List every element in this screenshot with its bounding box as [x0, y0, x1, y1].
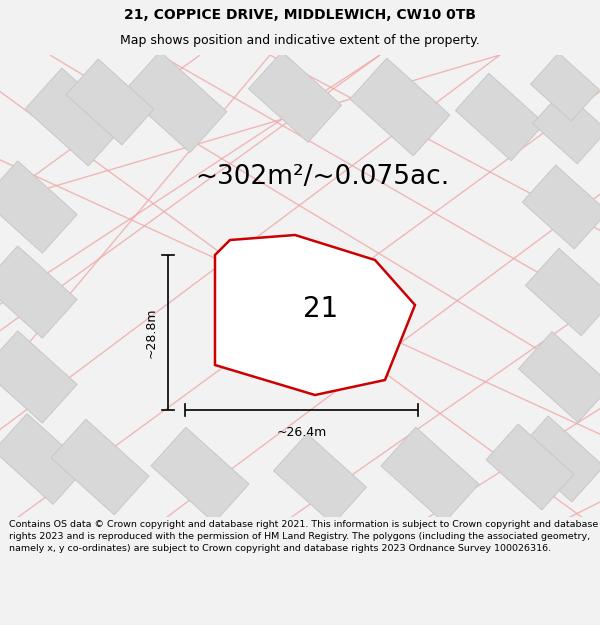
Polygon shape	[516, 416, 600, 502]
Polygon shape	[248, 52, 341, 142]
Text: 21, COPPICE DRIVE, MIDDLEWICH, CW10 0TB: 21, COPPICE DRIVE, MIDDLEWICH, CW10 0TB	[124, 8, 476, 22]
Polygon shape	[25, 68, 125, 166]
Polygon shape	[66, 59, 154, 145]
Polygon shape	[530, 53, 599, 121]
Polygon shape	[0, 331, 77, 423]
Polygon shape	[522, 165, 600, 249]
Polygon shape	[51, 419, 149, 515]
Polygon shape	[0, 414, 86, 504]
Text: ~26.4m: ~26.4m	[277, 426, 326, 439]
Text: Map shows position and indicative extent of the property.: Map shows position and indicative extent…	[120, 34, 480, 47]
Polygon shape	[0, 246, 77, 338]
Polygon shape	[274, 434, 367, 524]
Polygon shape	[526, 248, 600, 336]
Polygon shape	[350, 58, 450, 156]
Polygon shape	[518, 332, 600, 422]
Polygon shape	[215, 235, 415, 395]
Text: 21: 21	[303, 296, 338, 323]
Polygon shape	[486, 424, 574, 510]
Polygon shape	[381, 428, 479, 522]
Polygon shape	[533, 90, 600, 164]
Text: ~302m²/~0.075ac.: ~302m²/~0.075ac.	[195, 164, 449, 190]
Polygon shape	[151, 428, 249, 522]
Polygon shape	[0, 161, 77, 253]
Text: Contains OS data © Crown copyright and database right 2021. This information is : Contains OS data © Crown copyright and d…	[9, 520, 598, 553]
Text: ~28.8m: ~28.8m	[145, 308, 158, 358]
Polygon shape	[455, 73, 545, 161]
Polygon shape	[123, 51, 227, 152]
